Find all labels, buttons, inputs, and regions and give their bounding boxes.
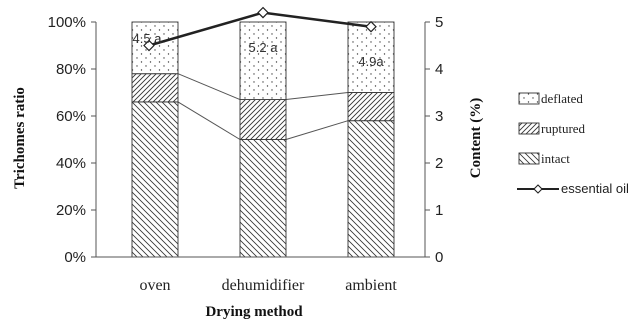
x-axis-title: Drying method [205, 304, 303, 320]
y2-tick-label: 5 [435, 14, 443, 31]
bar-deflated-oven [131, 21, 179, 75]
y-tick-label: 80% [56, 61, 86, 78]
y2-tick-label: 3 [435, 108, 443, 125]
data-label-oven: 4.5 a [133, 31, 163, 46]
legend: deflated ruptured intact essential oil [517, 91, 629, 196]
data-label-dehumidifier: 5.2 a [249, 40, 279, 55]
stack-connector-lines [177, 73, 349, 140]
legend-swatch-intact [518, 152, 540, 165]
bars [131, 21, 395, 258]
y2-axis-ticks: 0 1 2 3 4 5 [425, 14, 443, 266]
legend-label-ruptured: ruptured [541, 121, 586, 136]
y2-tick-label: 0 [435, 249, 443, 266]
y-tick-label: 0% [64, 249, 86, 266]
bar-ruptured-oven [131, 73, 179, 103]
x-category-label: oven [139, 277, 170, 294]
connector-ruptured [177, 73, 241, 101]
y-axis-title: Trichomes ratio [12, 87, 28, 189]
x-category-label: ambient [345, 277, 397, 294]
axes [95, 22, 426, 258]
legend-swatch-deflated [518, 92, 540, 105]
essential-oil-point-ambient [365, 20, 377, 33]
y2-tick-label: 4 [435, 61, 443, 78]
y2-tick-label: 2 [435, 155, 443, 172]
legend-label-essential-oil: essential oil [561, 181, 629, 196]
connector-intact [285, 120, 349, 140]
essential-oil-point-oven [143, 39, 155, 52]
y-tick-label: 40% [56, 155, 86, 172]
essential-oil-line [143, 6, 377, 52]
bar-intact-oven [131, 101, 179, 258]
bar-intact-dehumidifier [239, 139, 287, 258]
essential-oil-point-dehumidifier [257, 6, 269, 19]
y-axis-ticks: 0% 20% 40% 60% 80% 100% [48, 14, 96, 266]
legend-label-intact: intact [541, 151, 570, 166]
bar-intact-ambient [347, 120, 395, 258]
bar-deflated-dehumidifier [239, 21, 287, 101]
bar-ruptured-dehumidifier [239, 99, 287, 140]
data-label-ambient: 4.9a [358, 54, 384, 69]
data-labels: 4.5 a 5.2 a 4.9a [133, 31, 385, 69]
connector-intact [177, 101, 241, 140]
bar-deflated-ambient [347, 21, 395, 93]
y-tick-label: 100% [48, 14, 86, 31]
connector-ruptured [285, 92, 349, 101]
legend-label-deflated: deflated [541, 91, 583, 106]
legend-swatch-ruptured [518, 122, 540, 135]
legend-swatch-marker [533, 184, 543, 194]
bar-ruptured-ambient [347, 92, 395, 122]
x-axis-categories: oven dehumidifier ambient [139, 277, 397, 294]
y-tick-label: 60% [56, 108, 86, 125]
y-tick-label: 20% [56, 202, 86, 219]
y2-axis-title: Content (%) [468, 98, 484, 178]
x-category-label: dehumidifier [222, 277, 305, 294]
y2-tick-label: 1 [435, 202, 443, 219]
